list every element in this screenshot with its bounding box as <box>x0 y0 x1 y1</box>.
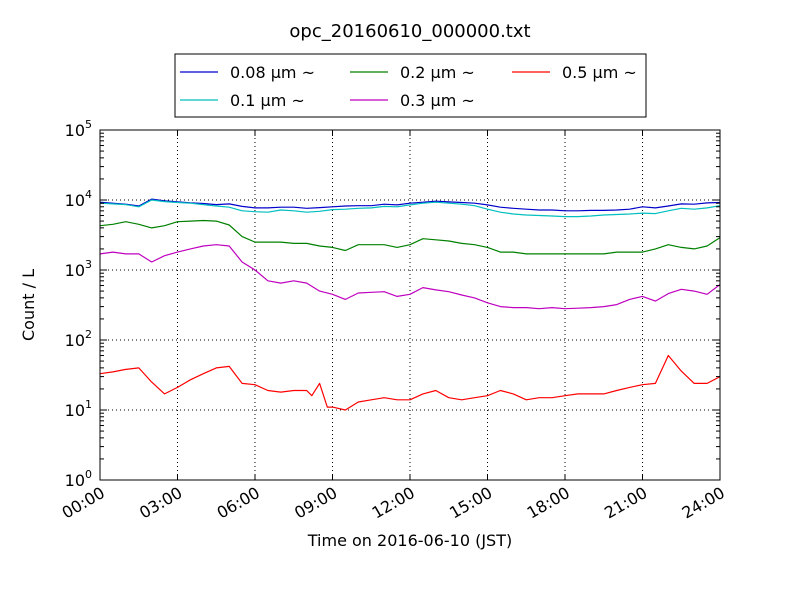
series-line-0 <box>99 198 721 212</box>
legend-frame <box>174 53 647 118</box>
y-tick-exponent: 2 <box>85 328 92 341</box>
y-tick-base: 10 <box>65 471 85 490</box>
y-tick-label: 100 <box>65 468 92 490</box>
series-line-1 <box>99 199 721 218</box>
axis-ticks <box>99 129 721 481</box>
chart-title: opc_20160610_000000.txt <box>289 21 530 42</box>
series-line-4 <box>99 354 721 411</box>
y-tick-base: 10 <box>65 121 85 140</box>
legend-label: 0.2 μm ~ <box>400 63 475 82</box>
y-tick-exponent: 3 <box>85 258 92 271</box>
legend-item: 0.2 μm ~ <box>350 63 475 82</box>
legend: 0.08 μm ~ 0.1 μm ~ 0.2 μm ~ 0.3 μm ~ 0.5 μm … <box>174 53 647 118</box>
y-axis-label: Count / L <box>19 269 38 341</box>
y-tick-label: 103 <box>65 258 92 280</box>
legend-label: 0.08 μm ~ <box>230 63 315 82</box>
y-tick-label: 102 <box>65 328 92 350</box>
y-tick-base: 10 <box>65 191 85 210</box>
legend-label: 0.3 μm ~ <box>400 91 475 110</box>
y-tick-exponent: 4 <box>85 188 92 201</box>
grid <box>100 130 720 480</box>
y-tick-label: 101 <box>65 398 92 420</box>
legend-label: 0.5 μm ~ <box>562 63 637 82</box>
series-lines <box>99 198 721 411</box>
y-tick-exponent: 1 <box>85 398 92 411</box>
series-line-3 <box>99 244 721 310</box>
series-line-2 <box>99 219 721 255</box>
legend-item: 0.1 μm ~ <box>180 91 305 110</box>
legend-item: 0.5 μm ~ <box>512 63 637 82</box>
y-tick-label: 104 <box>65 188 92 210</box>
y-tick-label: 105 <box>65 118 92 140</box>
legend-label: 0.1 μm ~ <box>230 91 305 110</box>
y-tick-base: 10 <box>65 401 85 420</box>
y-tick-base: 10 <box>65 331 85 350</box>
y-tick-exponent: 0 <box>85 468 92 481</box>
x-axis-label: Time on 2016-06-10 (JST) <box>307 531 512 550</box>
y-tick-exponent: 5 <box>85 118 92 131</box>
legend-item: 0.08 μm ~ <box>180 63 315 82</box>
legend-item: 0.3 μm ~ <box>350 91 475 110</box>
y-tick-base: 10 <box>65 261 85 280</box>
